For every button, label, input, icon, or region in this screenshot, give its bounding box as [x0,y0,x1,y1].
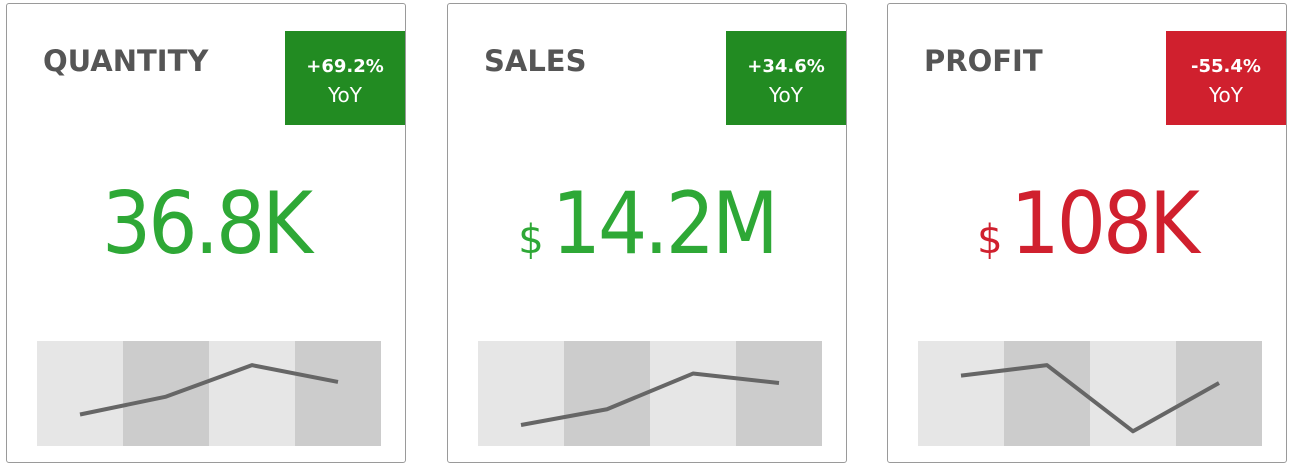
yoy-badge: +34.6% YoY [726,31,846,125]
sparkline-band [1004,341,1090,446]
sparkline-band [1090,341,1176,446]
sparkline-line [79,363,339,417]
currency: $ [518,217,544,263]
sparkline [918,341,1262,446]
change-label: YoY [1208,83,1243,107]
yoy-badge: -55.4% YoY [1166,31,1286,125]
sparkline-band [37,341,123,446]
kpi-card: QUANTITY +69.2% YoY 36.8K [6,3,406,463]
value-number: 14.2M [551,174,779,274]
value-number: 36.8K [102,174,313,274]
card-title: PROFIT [924,44,1043,78]
sparkline-band [209,341,295,446]
sparkline-band [564,341,650,446]
sparkline-line [520,371,780,427]
kpi-value: $14.2M [448,174,846,274]
yoy-badge: +69.2% YoY [285,31,405,125]
change-label: YoY [327,83,362,107]
sparkline-band [736,341,822,446]
kpi-value: 36.8K [7,174,405,274]
change-label: YoY [768,83,803,107]
change: -55.4% [1191,56,1261,77]
sparkline-band [295,341,381,446]
sparkline [37,341,381,446]
change: +34.6% [747,56,825,77]
sparkline-line [960,363,1220,434]
card-title: SALES [484,44,587,78]
sparkline-band [123,341,209,446]
currency: $ [977,217,1003,263]
value-number: 108K [1010,174,1200,274]
card-title: QUANTITY [43,44,209,78]
kpi-value: $108K [888,174,1286,274]
sparkline-band [918,341,1004,446]
sparkline-band [478,341,564,446]
sparkline-band [650,341,736,446]
sparkline [478,341,822,446]
kpi-card: PROFIT -55.4% YoY $108K [887,3,1287,463]
kpi-card: SALES +34.6% YoY $14.2M [447,3,847,463]
sparkline-band [1176,341,1262,446]
change: +69.2% [306,56,384,77]
